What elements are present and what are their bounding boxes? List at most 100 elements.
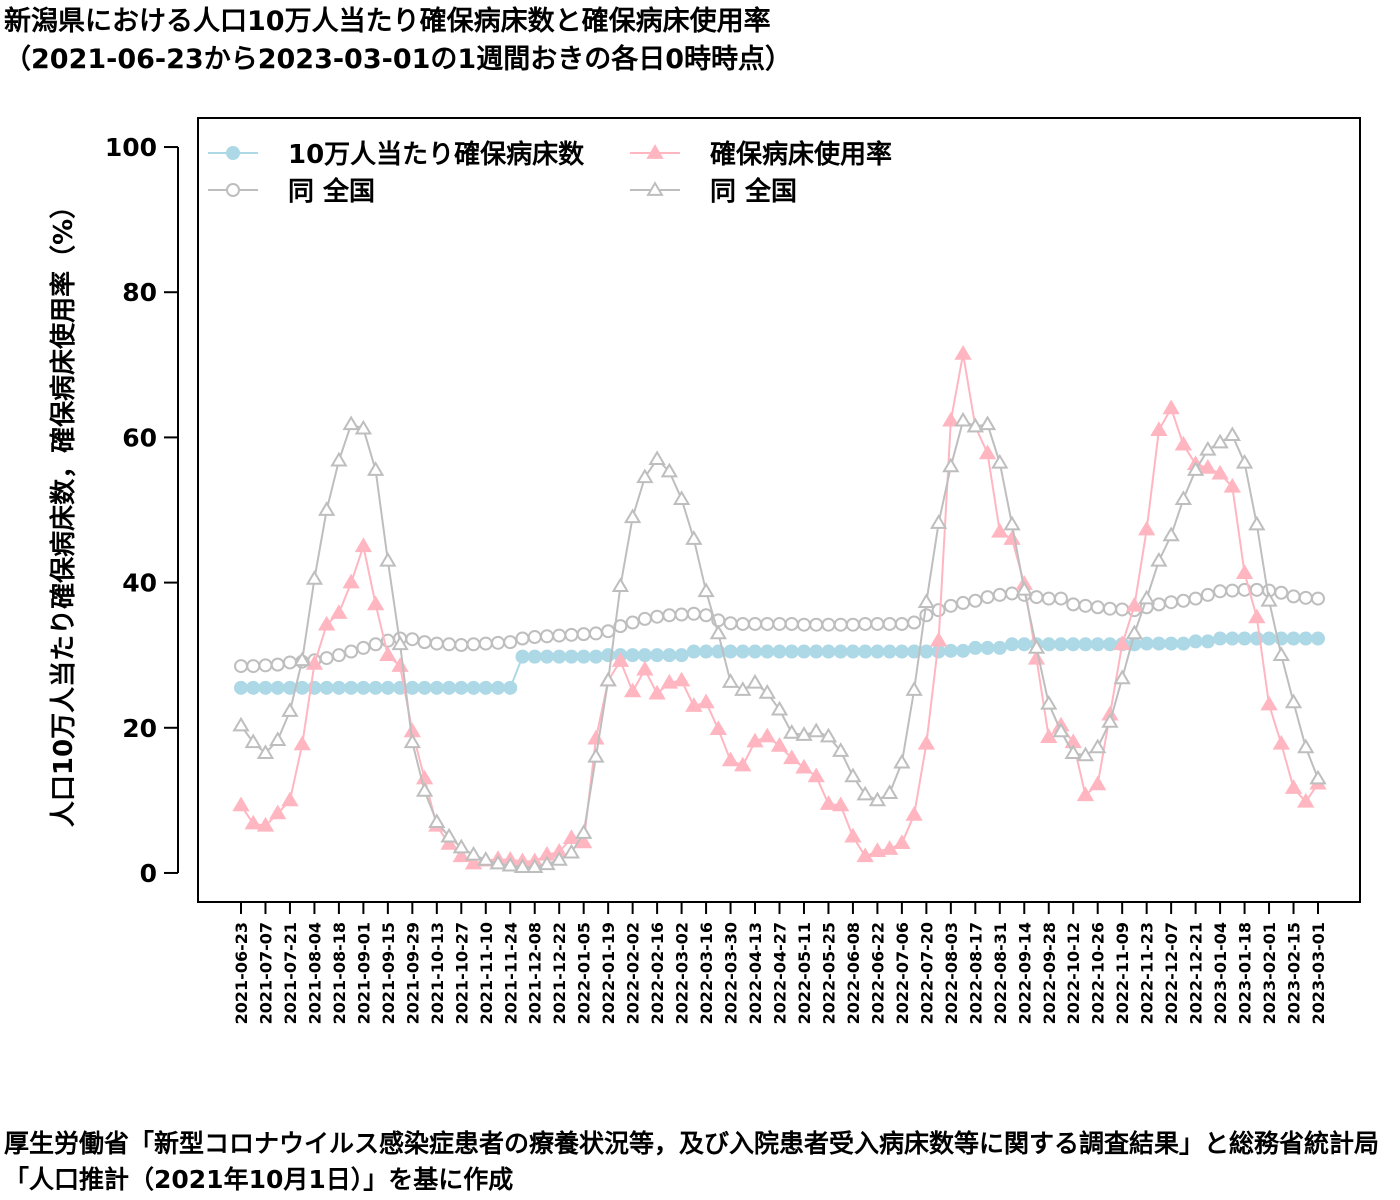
point-marker	[650, 609, 665, 624]
point-marker	[234, 680, 248, 695]
x-tick-label: 2022-03-16	[697, 922, 716, 1024]
point-marker	[637, 648, 652, 663]
point-marker	[796, 617, 811, 632]
point-marker	[258, 658, 273, 673]
point-marker	[1248, 515, 1266, 531]
point-marker	[305, 570, 324, 585]
point-marker	[978, 415, 997, 431]
point-marker	[760, 616, 775, 631]
point-marker	[870, 616, 885, 631]
point-marker	[331, 680, 346, 695]
point-marker	[648, 684, 666, 700]
point-marker	[991, 522, 1009, 538]
point-marker	[734, 756, 752, 772]
point-marker	[648, 450, 666, 466]
x-tick-label: 2022-04-27	[771, 922, 790, 1024]
point-marker	[576, 649, 591, 664]
point-marker	[723, 644, 738, 659]
x-tick-label: 2022-06-08	[844, 922, 863, 1024]
point-marker	[623, 682, 642, 698]
point-marker	[477, 851, 495, 866]
point-marker	[356, 640, 371, 655]
point-marker	[405, 632, 420, 647]
point-marker	[858, 644, 873, 659]
point-marker	[662, 648, 677, 663]
point-marker	[1199, 440, 1217, 456]
point-marker	[686, 644, 701, 659]
point-marker	[844, 827, 862, 843]
point-marker	[452, 838, 470, 854]
point-marker	[795, 726, 813, 741]
point-marker	[270, 657, 285, 672]
point-marker	[660, 673, 679, 689]
point-marker	[1102, 601, 1117, 616]
point-marker	[1286, 631, 1301, 646]
point-marker	[1200, 587, 1215, 602]
legend-label: 確保病床使用率	[710, 139, 892, 170]
point-marker	[1200, 634, 1215, 649]
point-marker	[564, 627, 579, 642]
point-marker	[1040, 728, 1058, 744]
point-marker	[503, 635, 518, 650]
point-marker	[1260, 591, 1278, 607]
point-marker	[1174, 490, 1193, 505]
point-marker	[1309, 769, 1327, 785]
point-marker	[625, 648, 640, 663]
point-marker	[893, 753, 911, 769]
point-marker	[417, 635, 432, 650]
point-marker	[1235, 453, 1254, 469]
point-marker	[1151, 636, 1166, 651]
point-marker	[685, 697, 703, 712]
point-marker	[281, 791, 299, 807]
point-marker	[440, 835, 458, 850]
point-marker	[880, 784, 899, 799]
point-marker	[417, 680, 432, 695]
point-marker	[636, 468, 654, 484]
chart-title: 新潟県における人口10万人当たり確保病床数と確保病床使用率	[4, 5, 771, 37]
point-marker	[1225, 583, 1240, 598]
point-marker	[956, 643, 971, 658]
point-marker	[403, 733, 421, 749]
point-marker	[1139, 636, 1154, 651]
point-marker	[894, 644, 909, 659]
point-marker	[882, 616, 897, 631]
x-tick-label: 2023-01-18	[1236, 922, 1255, 1024]
point-marker	[575, 824, 593, 839]
point-marker	[807, 722, 825, 738]
point-marker	[466, 680, 481, 695]
point-marker	[1176, 593, 1191, 608]
point-marker	[1286, 589, 1301, 604]
point-marker	[954, 411, 972, 427]
legend-marker	[646, 181, 664, 196]
point-marker	[269, 804, 287, 820]
point-marker	[746, 732, 764, 748]
point-marker	[368, 637, 383, 652]
point-marker	[305, 655, 324, 670]
plot-frame	[197, 117, 1361, 903]
point-marker	[1297, 792, 1315, 808]
point-marker	[1225, 631, 1240, 646]
x-tick-label: 2022-07-06	[893, 922, 912, 1024]
legend-label: 同 全国	[710, 176, 797, 207]
point-marker	[318, 615, 336, 631]
point-marker	[1298, 590, 1313, 605]
point-marker	[1029, 590, 1044, 605]
point-marker	[552, 649, 567, 664]
point-marker	[991, 453, 1009, 469]
point-marker	[943, 643, 958, 658]
point-marker	[515, 631, 530, 646]
point-marker	[539, 649, 554, 664]
point-marker	[672, 490, 691, 505]
point-marker	[295, 680, 310, 695]
point-marker	[734, 681, 752, 696]
point-marker	[870, 644, 885, 659]
x-tick-label: 2022-02-16	[648, 922, 667, 1024]
point-marker	[1176, 636, 1191, 651]
point-marker	[232, 796, 250, 812]
x-tick-label: 2022-12-07	[1162, 922, 1181, 1024]
point-marker	[795, 758, 813, 774]
point-marker	[770, 700, 789, 716]
y-tick-label: 100	[105, 133, 157, 162]
point-marker	[489, 854, 507, 870]
point-marker	[1101, 713, 1119, 728]
